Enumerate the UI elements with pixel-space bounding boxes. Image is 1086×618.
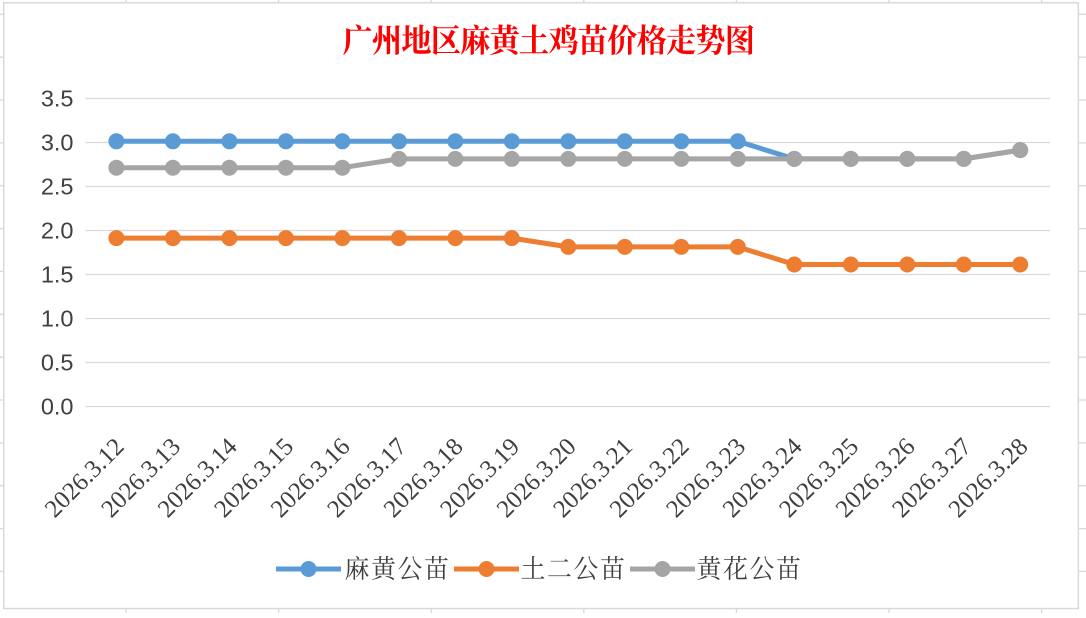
svg-text:2.5: 2.5 [41, 174, 74, 200]
svg-text:1.5: 1.5 [41, 262, 74, 288]
svg-text:0.5: 0.5 [41, 350, 74, 376]
svg-text:3.5: 3.5 [41, 86, 74, 112]
svg-text:2.0: 2.0 [41, 218, 74, 244]
svg-text:1.0: 1.0 [41, 306, 74, 332]
svg-text:0.0: 0.0 [41, 394, 74, 420]
svg-text:3.0: 3.0 [41, 130, 74, 156]
